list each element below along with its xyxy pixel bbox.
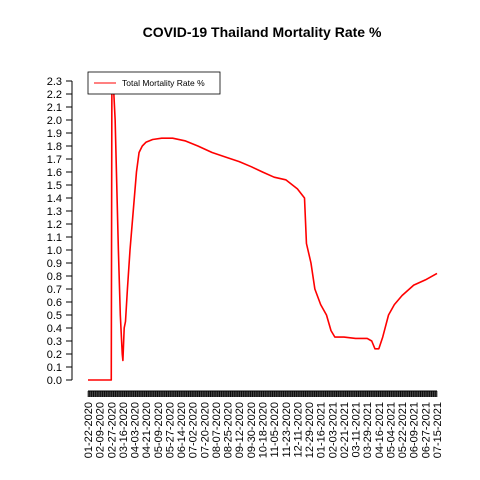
x-tick-label: 02-09-2020 [95,402,107,458]
x-tick-label: 03-16-2020 [118,402,130,458]
x-tick-label: 04-16-2021 [374,402,386,458]
chart-title: COVID-19 Thailand Mortality Rate % [143,24,382,40]
y-tick-label: 0.9 [47,258,62,270]
x-tick-label: 02-27-2020 [106,402,118,458]
y-tick-label: 0.1 [47,362,62,374]
y-tick-label: 1.1 [47,232,62,244]
x-tick-label: 02-21-2021 [339,402,351,458]
x-tick-label: 04-03-2020 [130,402,142,458]
y-tick-label: 0.2 [47,349,62,361]
x-tick-label: 02-03-2021 [327,402,339,458]
x-tick-label: 03-29-2021 [362,402,374,458]
x-tick-label: 09-30-2020 [246,402,258,458]
y-tick-label: 0.4 [47,323,62,335]
x-tick-label: 06-27-2021 [420,402,432,458]
x-tick-label: 01-22-2020 [83,402,95,458]
x-tick-label: 01-16-2021 [316,402,328,458]
x-tick-label: 09-12-2020 [234,402,246,458]
y-tick-label: 1.9 [47,128,62,140]
x-tick-label: 05-27-2020 [164,402,176,458]
x-tick-label: 05-04-2021 [385,402,397,458]
legend: Total Mortality Rate % [87,71,221,95]
y-tick-label: 1.2 [47,219,62,231]
series-layer [88,73,438,381]
x-tick-label: 04-21-2020 [141,402,153,458]
y-tick-label: 2.0 [47,115,62,127]
y-tick-label: 1.0 [47,245,62,257]
y-tick-label: 2.1 [47,102,62,114]
y-tick-label: 0.6 [47,297,62,309]
y-tick-label: 1.5 [47,180,62,192]
legend-label: Total Mortality Rate % [122,78,205,88]
y-tick-label: 2.3 [47,76,62,88]
y-tick-label: 0.5 [47,310,62,322]
x-tick-label: 12-11-2020 [292,402,304,457]
y-tick-label: 0.0 [47,375,62,387]
y-tick-label: 1.3 [47,206,62,218]
y-tick-label: 2.2 [47,89,62,101]
x-tick-label: 11-23-2020 [281,402,293,457]
y-axis: 0.00.10.20.30.40.50.60.70.80.91.01.11.21… [47,76,73,387]
x-tick-label: 06-09-2021 [409,402,421,458]
legend-box [87,71,221,95]
x-tick-label: 06-14-2020 [176,402,188,458]
y-tick-label: 0.8 [47,271,62,283]
y-tick-label: 1.7 [47,154,62,166]
y-tick-label: 0.7 [47,284,62,296]
x-axis: 01-22-2020 02-09-2020 02-27-2020 03-16-2020… [83,390,444,458]
x-tick-label: 08-25-2020 [223,402,235,458]
y-tick-label: 1.8 [47,141,62,153]
x-tick-label: 10-18-2020 [258,402,270,458]
x-tick-label: 11-05-2020 [269,402,281,457]
x-tick-label: 08-07-2020 [211,402,223,458]
x-tick-label: 05-22-2021 [397,402,409,458]
y-tick-label: 1.6 [47,167,62,179]
x-tick-label: 07-20-2020 [199,402,211,458]
x-tick-label: 07-15-2021 [432,402,444,458]
x-tick-label: 12-29-2020 [304,402,316,458]
series-line-total-mortality-rate [88,73,438,381]
x-tick-label: 07-02-2020 [188,402,200,458]
y-tick-label: 1.4 [47,193,62,205]
x-tick-label: 03-11-2021 [351,402,363,457]
x-tick-label: 05-09-2020 [153,402,165,458]
y-tick-label: 0.3 [47,336,62,348]
